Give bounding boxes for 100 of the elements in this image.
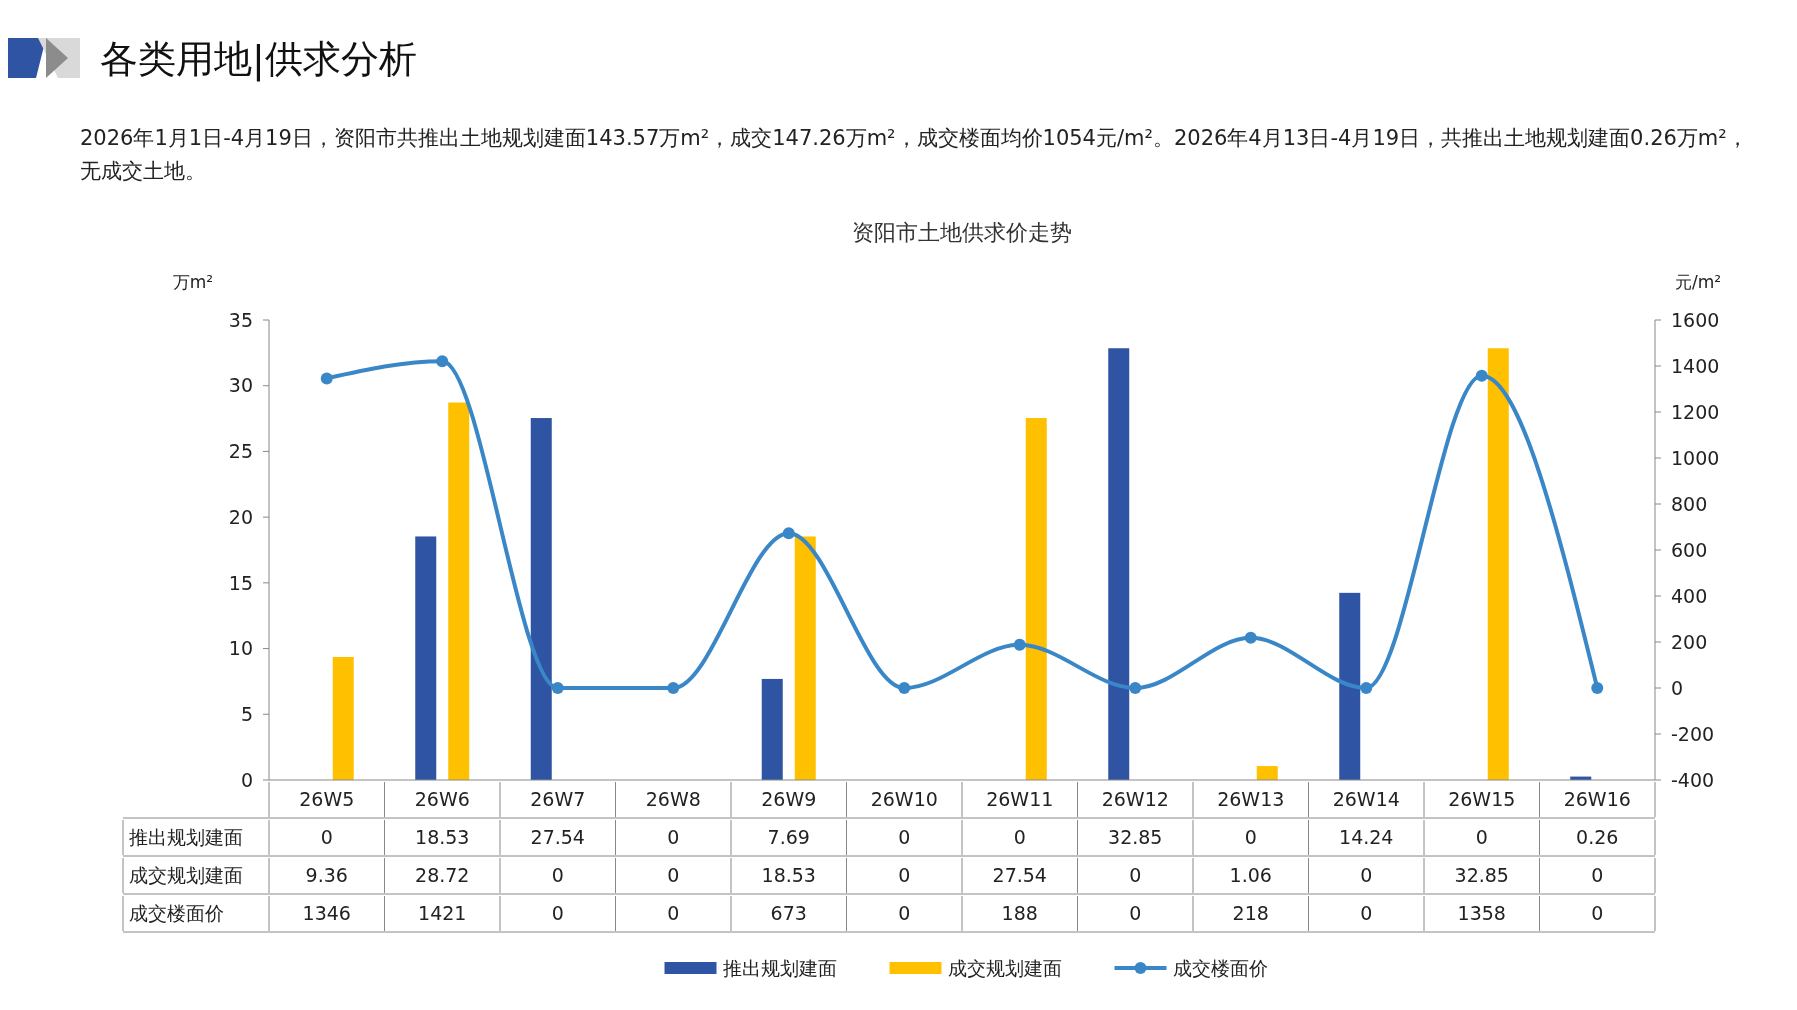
point xyxy=(898,682,911,694)
data-label: 0 xyxy=(1591,863,1604,886)
data-label: 0 xyxy=(1129,863,1142,886)
x-tick-label: 26W5 xyxy=(299,787,355,810)
legend-label: 成交规划建面 xyxy=(947,956,1062,979)
x-tick-label: 26W14 xyxy=(1332,787,1400,810)
x-tick-label: 26W7 xyxy=(530,787,586,810)
data-label: 9.36 xyxy=(305,863,348,886)
x-tick-label: 26W16 xyxy=(1563,787,1631,810)
y-tick-label: 10 xyxy=(228,637,253,660)
data-label: 0 xyxy=(1475,825,1488,848)
point xyxy=(667,682,680,694)
bar xyxy=(1108,348,1130,780)
point xyxy=(782,527,795,540)
y-tick-label: 35 xyxy=(228,308,253,331)
data-label: 0 xyxy=(667,863,680,886)
legend-label: 成交楼面价 xyxy=(1172,956,1268,979)
bar xyxy=(415,536,437,780)
y2-tick-label: 400 xyxy=(1671,584,1708,607)
x-tick-label: 26W11 xyxy=(986,787,1054,810)
data-label: 32.85 xyxy=(1108,825,1163,848)
data-label: 18.53 xyxy=(761,863,816,886)
y-tick-label: 30 xyxy=(228,374,253,397)
y-tick-label: 20 xyxy=(228,505,253,528)
data-label: 27.54 xyxy=(530,825,585,848)
data-label: 188 xyxy=(1001,901,1038,924)
bar xyxy=(1487,348,1509,780)
y-tick-label: 5 xyxy=(240,702,253,725)
data-label: 0 xyxy=(898,901,911,924)
y-tick-label: 15 xyxy=(228,571,253,594)
data-label: 18.53 xyxy=(415,825,470,848)
bar xyxy=(530,418,552,780)
data-label: 1.06 xyxy=(1229,863,1272,886)
bar xyxy=(794,536,816,780)
point xyxy=(551,682,564,694)
data-label: 0 xyxy=(898,863,911,886)
y2-tick-label: 800 xyxy=(1671,492,1708,515)
chart-subtitle: 2026年1月1日-4月19日，资阳市共推出土地规划建面143.57万m²，成交147.26万m²，成交楼面均价1054元/m²。2026年4月13日-4月19日，共推出土地规划建面0.26万m²，无成交土地。 xyxy=(80,126,1748,183)
data-label: 0 xyxy=(1360,901,1373,924)
data-label: 28.72 xyxy=(415,863,470,886)
y-axis-title: 万m² xyxy=(172,272,214,292)
data-label: 0 xyxy=(1360,863,1373,886)
data-label: 218 xyxy=(1232,901,1269,924)
point xyxy=(320,372,333,385)
y2-tick-label: 0 xyxy=(1671,676,1684,699)
x-tick-label: 26W8 xyxy=(645,787,701,810)
data-label: 1421 xyxy=(418,901,467,924)
x-tick-label: 26W9 xyxy=(761,787,817,810)
data-label: 0 xyxy=(1244,825,1257,848)
data-label: 0 xyxy=(320,825,333,848)
text: 各类用地|供求分析 xyxy=(100,37,417,82)
y2-tick-label: 1000 xyxy=(1671,446,1720,469)
legend-label: 推出规划建面 xyxy=(722,956,837,979)
data-label: 0.26 xyxy=(1576,825,1619,848)
y-tick-label: 25 xyxy=(228,440,253,463)
y-tick-label: 0 xyxy=(240,768,253,791)
data-label: 1346 xyxy=(302,901,351,924)
y2-tick-label: 1200 xyxy=(1671,400,1720,423)
data-label: 14.24 xyxy=(1339,825,1394,848)
bar xyxy=(1339,592,1361,780)
point xyxy=(1129,682,1142,694)
data-label: 0 xyxy=(1129,901,1142,924)
point xyxy=(1360,682,1373,694)
data-label: 673 xyxy=(770,901,807,924)
x-tick-label: 26W13 xyxy=(1217,787,1285,810)
bar xyxy=(761,678,783,780)
x-tick-label: 26W6 xyxy=(414,787,470,810)
y2-tick-label: -400 xyxy=(1671,768,1715,791)
bar xyxy=(1256,766,1278,780)
y2-axis-title: 元/m² xyxy=(1674,272,1722,292)
text: 推出规划建面 xyxy=(129,825,243,848)
y2-tick-label: -200 xyxy=(1671,722,1715,745)
bar xyxy=(332,656,354,780)
point xyxy=(1591,682,1604,694)
y2-tick-label: 200 xyxy=(1671,630,1708,653)
point xyxy=(1244,631,1257,644)
data-label: 0 xyxy=(551,901,564,924)
x-tick-label: 26W12 xyxy=(1101,787,1169,810)
point xyxy=(1475,369,1488,382)
y2-tick-label: 600 xyxy=(1671,538,1708,561)
y2-tick-label: 1400 xyxy=(1671,354,1720,377)
data-label: 0 xyxy=(898,825,911,848)
data-label: 0 xyxy=(1013,825,1026,848)
chart-title: 资阳市土地供求价走势 xyxy=(852,220,1072,245)
y2-tick-label: 1600 xyxy=(1671,308,1720,331)
data-label: 0 xyxy=(667,901,680,924)
x-tick-label: 26W15 xyxy=(1448,787,1516,810)
x-tick-label: 26W10 xyxy=(870,787,938,810)
text: 成交规划建面 xyxy=(129,863,243,886)
data-label: 0 xyxy=(551,863,564,886)
bar xyxy=(448,402,470,780)
bar xyxy=(1025,418,1047,780)
point xyxy=(1013,638,1026,651)
data-label: 7.69 xyxy=(767,825,810,848)
data-label: 27.54 xyxy=(992,863,1047,886)
data-label: 1358 xyxy=(1457,901,1506,924)
data-label: 0 xyxy=(667,825,680,848)
data-label: 0 xyxy=(1591,901,1604,924)
data-label: 32.85 xyxy=(1454,863,1509,886)
text: 成交楼面价 xyxy=(129,901,224,924)
